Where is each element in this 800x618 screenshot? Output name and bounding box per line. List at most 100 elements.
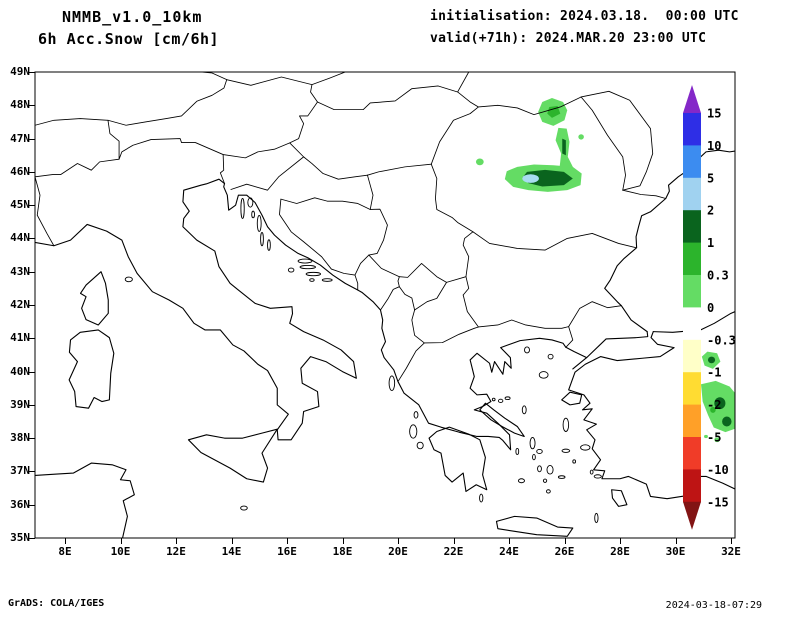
coastline-gallipoli [566,347,587,369]
border-romania-ukraine-danube [623,190,666,198]
island [480,494,483,502]
colorbar-arrow-top [683,85,701,113]
island [306,272,320,275]
axis-tick [29,338,35,340]
island [543,479,546,482]
island [257,215,261,231]
colorbar-band [683,145,701,179]
island [547,465,553,474]
colorbar-band [683,339,701,373]
border-slovenia-croatia [231,143,304,190]
island [310,279,314,282]
border-montenegro-albania [380,287,414,310]
island [492,398,495,401]
island [241,506,248,510]
borders-layer [35,72,666,382]
island [300,265,316,268]
colorbar-label: -5 [707,431,721,445]
valid-time: valid(+71h): 2024.MAR.20 23:00 UTC [430,31,707,46]
island [505,397,510,400]
island [533,454,536,459]
coastline-adriatic-balkan-greece [224,184,566,450]
colorbar-label: -0.3 [707,333,736,347]
island [261,232,264,245]
lat-label: 41N [10,331,30,345]
map-frame [34,71,736,539]
axis-tick [398,538,399,544]
border-slovenia-austria [223,143,290,158]
islands-layer [125,198,601,523]
island [522,406,526,414]
colorbar-band [683,404,701,438]
island [252,211,255,218]
island [538,466,542,472]
island [241,198,244,218]
lat-label: 45N [10,198,30,212]
colorbar-label: 1 [707,236,714,250]
island [518,479,524,483]
creation-timestamp: 2024-03-18-07:29 [665,600,762,611]
island [322,279,332,282]
island [410,425,417,438]
lat-label: 42N [10,298,30,311]
lon-label: 22E [443,545,464,558]
border-czech-austria-slovakia [227,72,345,85]
colorbar-label: -10 [707,463,729,477]
border-albania-greece [398,343,424,382]
lon-label: 20E [388,545,408,558]
border-france-italy [35,177,54,246]
border-moldova-ukraine [581,91,653,190]
colorbar-band [683,210,701,244]
snow-dot [714,437,720,443]
model-name: NMMB_v1.0_10km [62,8,203,26]
coastlines-layer [35,150,737,537]
snow-core [710,406,716,413]
lon-label: 18E [332,545,353,558]
coastline-crete [496,516,572,536]
axis-tick [29,504,35,506]
grads-credit: GrADS: COLA/IGES [8,598,105,609]
border-bosnia-montenegro [355,255,369,290]
lat-label: 40N [10,364,30,378]
border-romania-serbia [431,164,473,232]
axis-tick [29,171,35,173]
product-name: 6h Acc.Snow [cm/6h] [38,30,220,48]
axis-tick [342,538,344,544]
snow-core [707,356,716,364]
colorbar-band [683,469,701,503]
colorbar-band [683,307,701,341]
island [548,354,553,359]
island [516,448,519,454]
lon-label: 16E [277,545,297,558]
lat-label: 35N [10,531,30,544]
snow-max-spot [522,174,539,183]
border-hungary-serbia [367,164,431,175]
island [525,347,530,353]
border-romania-ukraine [478,97,581,115]
border-swiss-austria [108,120,119,159]
snow-core [714,397,726,410]
axis-tick [29,371,35,373]
island [248,198,253,207]
lat-label: 48N [10,98,30,112]
lat-label: 46N [10,164,30,178]
border-italy-north [35,139,225,184]
map [34,71,737,539]
axis-tick [65,538,66,544]
snow-dot [578,134,584,140]
border-romania-moldova [581,97,625,190]
axis-tick [29,438,35,440]
island [498,399,502,402]
colorbar-band [683,372,701,406]
coastline-euboea [480,403,524,436]
coastline-anatolia [569,332,737,499]
coastline-peloponnese [429,427,487,491]
colorbar-band [683,437,701,470]
axis-tick [453,538,455,544]
island [417,442,423,449]
axis-tick [176,538,177,544]
axis-tick [287,538,288,544]
island [546,490,550,493]
border-croatia-bosnia-north [281,198,370,210]
colorbar-arrow-bottom [683,501,701,530]
